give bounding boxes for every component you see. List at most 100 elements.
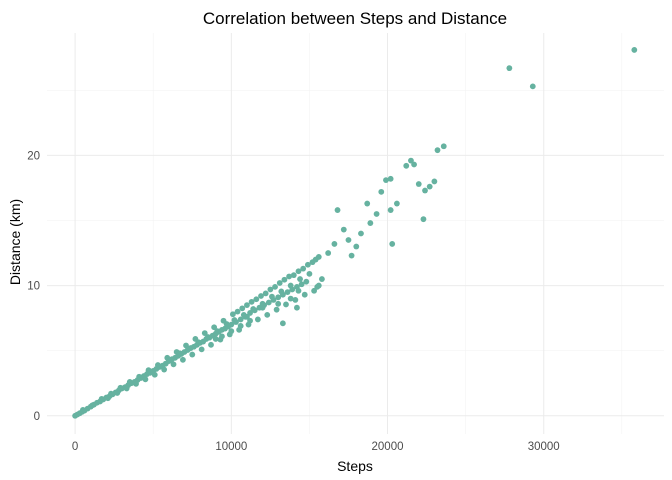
data-point — [254, 316, 261, 323]
data-point — [273, 306, 280, 313]
data-point — [228, 321, 235, 328]
data-point — [389, 241, 396, 247]
data-point — [259, 304, 266, 311]
data-point — [250, 306, 257, 312]
data-point — [244, 302, 250, 309]
data-point — [108, 390, 114, 397]
data-point — [262, 290, 269, 297]
data-point — [267, 286, 274, 293]
data-point — [136, 373, 143, 380]
data-point — [145, 367, 152, 374]
data-point — [295, 287, 302, 294]
data-point — [269, 293, 275, 300]
data-point — [325, 250, 332, 256]
y-tick-label: 10 — [27, 281, 40, 293]
data-point — [364, 200, 371, 207]
data-point — [295, 268, 302, 275]
data-point — [306, 270, 313, 277]
data-point — [387, 175, 394, 182]
data-point — [276, 280, 283, 286]
data-point — [105, 395, 111, 402]
data-point — [334, 207, 341, 213]
data-point — [348, 252, 355, 259]
data-point — [279, 320, 286, 327]
data-point — [529, 83, 536, 90]
data-point — [340, 226, 347, 233]
data-point — [304, 261, 311, 268]
data-point — [114, 390, 121, 396]
data-point — [247, 310, 253, 316]
data-point — [378, 188, 385, 195]
data-point — [198, 346, 205, 353]
data-point — [287, 282, 294, 289]
data-point — [367, 220, 374, 226]
data-point — [287, 295, 294, 302]
data-point — [272, 283, 278, 290]
data-point — [393, 200, 400, 207]
data-point — [126, 379, 133, 385]
data-point — [123, 385, 130, 392]
data-point — [283, 301, 289, 308]
data-point — [161, 366, 168, 373]
data-point — [253, 296, 260, 303]
data-point — [281, 276, 288, 283]
data-point — [286, 273, 293, 280]
data-point — [208, 341, 214, 348]
chart-title: Correlation between Steps and Distance — [203, 9, 507, 28]
data-point — [170, 361, 177, 368]
data-point — [176, 350, 183, 357]
data-point — [298, 281, 305, 288]
data-point — [231, 317, 238, 323]
y-tick-label: 20 — [27, 150, 40, 162]
data-point — [309, 259, 316, 266]
data-point — [239, 305, 246, 312]
data-point — [420, 216, 427, 223]
data-point — [201, 330, 208, 336]
data-point — [284, 289, 291, 295]
data-point — [265, 299, 272, 306]
data-point — [189, 351, 196, 358]
data-point — [223, 321, 230, 327]
data-point — [431, 178, 438, 185]
data-point — [426, 183, 433, 190]
data-point — [244, 313, 250, 320]
data-point — [294, 304, 300, 311]
x-tick-label: 0 — [72, 441, 78, 453]
y-axis-title: Distance (km) — [7, 199, 23, 285]
data-point — [383, 177, 389, 184]
data-point — [303, 278, 310, 285]
data-point — [358, 230, 364, 237]
data-point — [179, 356, 186, 363]
data-point — [133, 380, 139, 387]
x-tick-label: 30000 — [528, 441, 560, 453]
data-point — [315, 254, 322, 260]
data-point — [297, 276, 303, 282]
data-point — [204, 334, 211, 340]
data-point — [408, 157, 414, 164]
data-point — [98, 395, 105, 402]
grid-lines — [47, 33, 664, 434]
data-point — [186, 345, 193, 352]
data-point — [290, 272, 297, 279]
data-point — [155, 362, 161, 368]
data-point — [373, 211, 380, 217]
data-point — [353, 243, 360, 250]
data-point — [211, 324, 218, 331]
y-axis-ticks: 0 10 20 — [27, 150, 40, 422]
data-point — [142, 376, 149, 383]
data-points — [72, 47, 638, 419]
x-tick-label: 10000 — [215, 441, 247, 453]
data-point — [387, 207, 394, 213]
data-point — [219, 333, 225, 340]
data-point — [228, 328, 235, 335]
data-point — [415, 181, 422, 187]
data-point — [301, 291, 308, 298]
data-point — [248, 298, 255, 305]
data-point — [331, 241, 338, 247]
data-point — [506, 65, 513, 72]
y-tick-label: 0 — [34, 411, 40, 423]
data-point — [264, 311, 271, 318]
data-point — [151, 371, 158, 378]
